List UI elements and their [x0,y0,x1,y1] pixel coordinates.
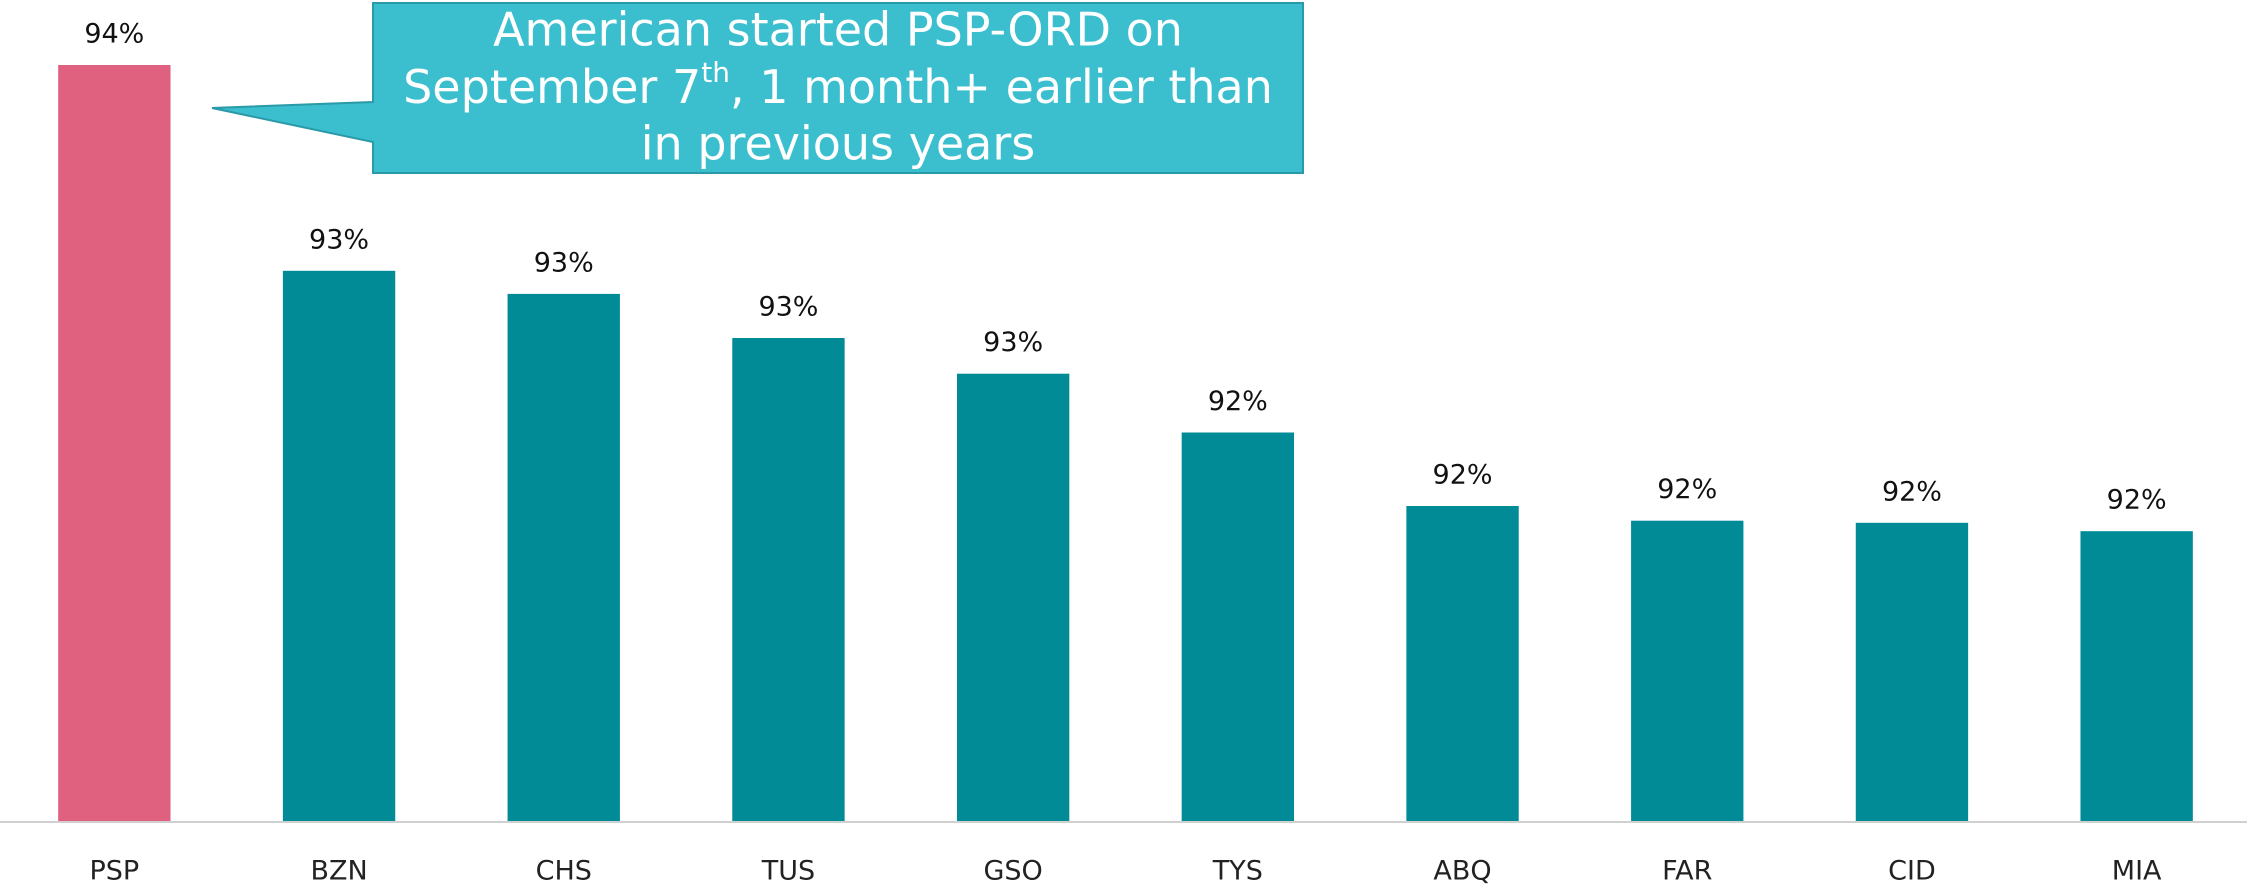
value-label: 93% [758,292,818,323]
x-tick-label: GSO [983,856,1042,887]
callout-box [211,2,1304,174]
value-label: 92% [1433,460,1493,491]
callout: American started PSP-ORD on September 7t… [211,2,1304,174]
x-tick-label: ABQ [1433,856,1491,887]
bar [1855,522,1969,821]
bar [1181,432,1295,821]
value-label: 92% [2107,485,2167,516]
x-tick-label: TUS [761,856,815,887]
x-tick-label: BZN [310,856,367,887]
value-label: 92% [1657,474,1717,505]
annotation-sup: th [701,56,730,89]
x-tick-label: FAR [1662,856,1712,887]
value-label: 93% [534,247,594,278]
bar [282,270,396,821]
bar [2080,531,2193,821]
value-label: 92% [1208,386,1268,417]
annotation-text: , 1 month+ earlier than [730,60,1273,114]
annotation-line: American started PSP-ORD on [493,3,1183,57]
bar [58,65,171,821]
x-tick-label: CID [1888,856,1936,887]
annotation-line: September 7th, 1 month+ earlier than [403,56,1273,114]
x-tick-label: PSP [89,856,139,887]
bar [1406,506,1519,821]
value-label: 94% [84,19,144,50]
bars: PSP 94% BZN 93% CHS 93% TUS 93% GSO 93% TYS 92% ABQ 9… [58,19,2193,887]
value-label: 93% [983,327,1043,358]
bar [507,293,620,821]
bar [1631,520,1744,821]
x-tick-label: TYS [1212,856,1263,887]
bar [956,373,1070,821]
annotation-text: September 7 [403,60,701,114]
x-tick-label: CHS [536,856,592,887]
annotation-line: in previous years [641,117,1035,171]
x-tick-label: MIA [2112,856,2162,887]
value-label: 92% [1882,476,1942,507]
value-label: 93% [309,224,369,255]
bar [732,338,845,821]
